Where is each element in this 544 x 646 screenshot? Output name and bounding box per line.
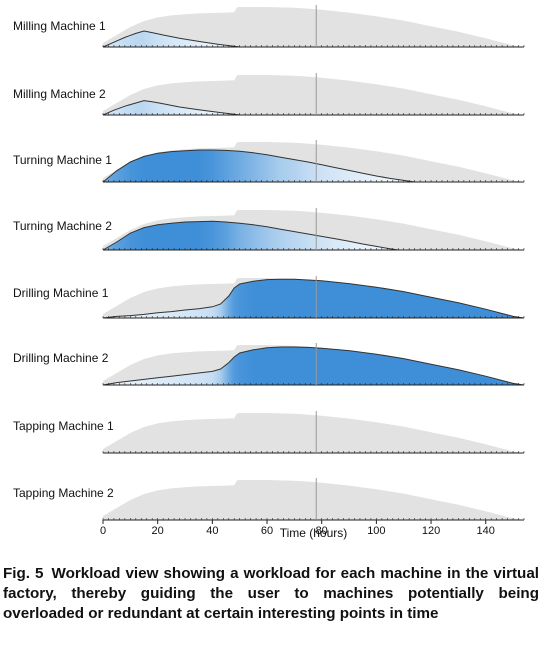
x-tick-label: 80 <box>316 525 328 537</box>
x-tick-label: 0 <box>100 525 106 537</box>
x-tick-label: 20 <box>152 525 164 537</box>
machine-label: Tapping Machine 2 <box>13 486 114 500</box>
x-tick-label: 60 <box>261 525 273 537</box>
machine-workload-area <box>103 100 240 115</box>
machine-row: Milling Machine 1 <box>13 5 525 48</box>
machine-row: Drilling Machine 2 <box>13 343 525 386</box>
machine-row: Milling Machine 2 <box>13 73 525 116</box>
machine-row: Tapping Machine 1 <box>13 411 525 454</box>
x-axis-label: Time (hours) <box>280 526 348 540</box>
workload-chart: Milling Machine 1 Milling Machine 2 Turnin… <box>13 5 525 540</box>
total-workload-area <box>103 75 524 115</box>
x-tick-label: 120 <box>422 525 440 537</box>
total-workload-area <box>103 480 524 520</box>
machine-workload-line <box>102 100 240 116</box>
machine-workload-area <box>103 279 524 318</box>
x-tick-label: 40 <box>206 525 218 537</box>
machine-label: Milling Machine 2 <box>13 87 106 101</box>
x-tick-label: 100 <box>367 525 385 537</box>
machine-label: Turning Machine 2 <box>13 219 112 233</box>
machine-label: Turning Machine 1 <box>13 153 112 167</box>
machine-label: Milling Machine 1 <box>13 19 106 33</box>
figure-number: Fig. 5 <box>3 565 44 582</box>
figure-caption: Fig. 5 Workload view showing a workload f… <box>3 564 539 624</box>
machine-workload-line <box>102 30 240 48</box>
machine-workload-line <box>102 346 525 386</box>
machine-row: Turning Machine 2 <box>13 208 525 251</box>
machine-row: Drilling Machine 1 <box>13 276 525 319</box>
machine-workload-line <box>102 149 524 183</box>
machine-workload-line <box>102 220 524 251</box>
total-workload-area <box>103 413 524 453</box>
machine-label: Drilling Machine 1 <box>13 286 109 300</box>
machine-row: Tapping Machine 2 <box>13 478 525 521</box>
machine-label: Drilling Machine 2 <box>13 351 109 365</box>
machine-label: Tapping Machine 1 <box>13 419 114 433</box>
machine-workload-line <box>102 278 525 319</box>
caption-text: Workload view showing a workload for eac… <box>3 565 539 622</box>
machine-workload-area <box>103 347 524 385</box>
machine-workload-area <box>103 31 240 47</box>
machine-row: Turning Machine 1 <box>13 140 525 183</box>
machine-workload-area <box>103 150 524 182</box>
total-workload-area <box>103 7 524 47</box>
x-tick-label: 140 <box>477 525 495 537</box>
machine-workload-area <box>103 221 524 250</box>
